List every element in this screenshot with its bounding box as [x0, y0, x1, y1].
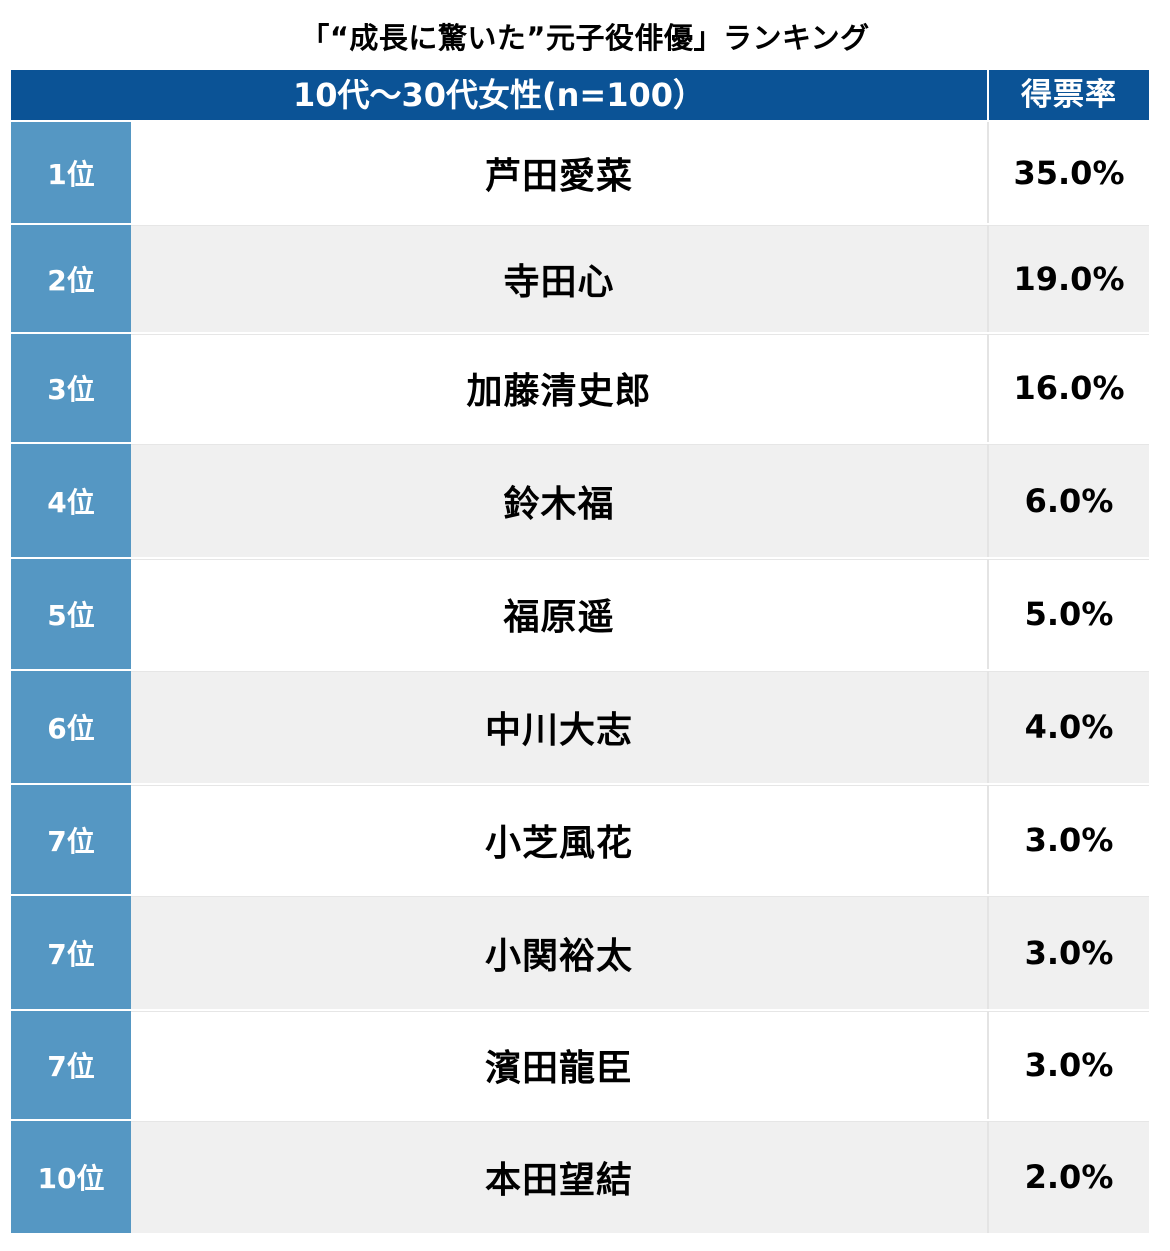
rank-cell: 5位 — [11, 559, 131, 669]
table-row: 10位 本田望結 2.0% — [11, 1119, 1149, 1233]
rank-cell: 2位 — [11, 225, 131, 332]
rate-cell: 6.0% — [989, 444, 1149, 557]
rank-cell: 4位 — [11, 444, 131, 557]
table-row: 6位 中川大志 4.0% — [11, 669, 1149, 783]
rank-cell: 1位 — [11, 122, 131, 223]
table-row: 3位 加藤清史郎 16.0% — [11, 332, 1149, 442]
rate-cell: 3.0% — [989, 1011, 1149, 1119]
rate-cell: 19.0% — [989, 225, 1149, 332]
table-row: 4位 鈴木福 6.0% — [11, 442, 1149, 557]
name-cell: 濱田龍臣 — [131, 1011, 989, 1119]
rank-cell: 6位 — [11, 671, 131, 783]
chart-title: 「“成長に驚いた”元子役俳優」ランキング — [300, 21, 870, 55]
rank-cell: 7位 — [11, 1011, 131, 1119]
table-row: 7位 小関裕太 3.0% — [11, 894, 1149, 1009]
name-cell: 小芝風花 — [131, 785, 989, 894]
rate-cell: 3.0% — [989, 896, 1149, 1009]
rate-cell: 16.0% — [989, 334, 1149, 442]
ranking-table: 10代〜30代女性(n=100） 得票率 1位 芦田愛菜 35.0% 2位 寺田… — [11, 70, 1149, 1233]
name-cell: 加藤清史郎 — [131, 334, 989, 442]
rate-cell: 4.0% — [989, 671, 1149, 783]
rate-cell: 2.0% — [989, 1121, 1149, 1233]
table-row: 5位 福原遥 5.0% — [11, 557, 1149, 669]
table-header: 10代〜30代女性(n=100） 得票率 — [11, 70, 1149, 120]
rank-cell: 7位 — [11, 785, 131, 894]
rank-cell: 3位 — [11, 334, 131, 442]
rate-cell: 3.0% — [989, 785, 1149, 894]
name-cell: 中川大志 — [131, 671, 989, 783]
header-rate-label: 得票率 — [1021, 77, 1117, 113]
rate-cell: 35.0% — [989, 122, 1149, 223]
name-cell: 本田望結 — [131, 1121, 989, 1233]
name-cell: 小関裕太 — [131, 896, 989, 1009]
table-row: 7位 濱田龍臣 3.0% — [11, 1009, 1149, 1119]
table-row: 7位 小芝風花 3.0% — [11, 783, 1149, 894]
name-cell: 鈴木福 — [131, 444, 989, 557]
rank-cell: 7位 — [11, 896, 131, 1009]
table-row: 2位 寺田心 19.0% — [11, 223, 1149, 332]
table-row: 1位 芦田愛菜 35.0% — [11, 120, 1149, 223]
name-cell: 福原遥 — [131, 559, 989, 669]
name-cell: 寺田心 — [131, 225, 989, 332]
name-cell: 芦田愛菜 — [131, 122, 989, 223]
header-group-label: 10代〜30代女性(n=100） — [11, 70, 989, 120]
rank-cell: 10位 — [11, 1121, 131, 1233]
rate-cell: 5.0% — [989, 559, 1149, 669]
